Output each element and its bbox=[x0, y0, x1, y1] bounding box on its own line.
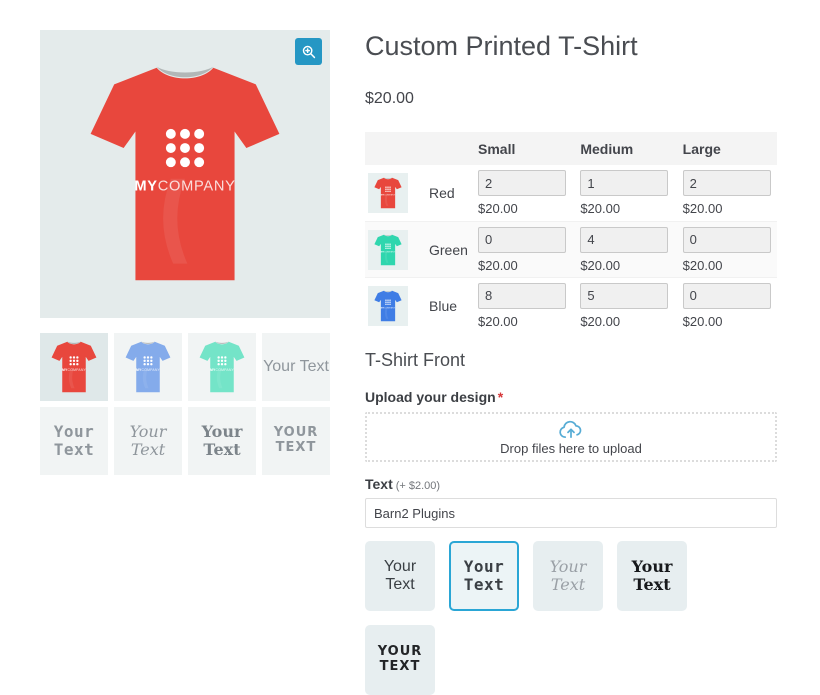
qty-input-green-large[interactable] bbox=[682, 226, 771, 253]
main-product-image[interactable] bbox=[40, 30, 330, 318]
column-header-large: Large bbox=[682, 140, 721, 157]
table-row-green: Green $20.00 $20.00 $20.00 bbox=[365, 221, 777, 278]
blue-shirt-icon bbox=[374, 290, 402, 322]
cell-green-medium: $20.00 bbox=[572, 226, 674, 273]
thumbnail-teal-shirt[interactable] bbox=[188, 333, 256, 401]
product-details: Custom Printed T-Shirt $20.00 Small Medi… bbox=[365, 30, 777, 695]
cell-price: $20.00 bbox=[580, 313, 621, 329]
cell-price: $20.00 bbox=[478, 313, 518, 329]
page-title: Custom Printed T-Shirt bbox=[365, 31, 638, 61]
cell-green-small: $20.00 bbox=[470, 226, 572, 273]
thumbnail-text-future[interactable]: Your Text bbox=[40, 407, 108, 475]
swatch-label: Your Text bbox=[463, 557, 505, 595]
cell-price: $20.00 bbox=[580, 201, 621, 217]
cell-price: $20.00 bbox=[478, 257, 518, 273]
upload-label-text: Upload your design bbox=[365, 389, 496, 406]
thumbnail-blue-shirt[interactable] bbox=[114, 333, 182, 401]
red-shirt-thumb-illustration bbox=[51, 341, 97, 393]
cell-price: $20.00 bbox=[478, 201, 518, 217]
blue-shirt-thumb-illustration bbox=[125, 341, 171, 393]
cell-price: $20.00 bbox=[682, 257, 723, 273]
thumbnail-text-sans[interactable]: Your Text bbox=[262, 333, 330, 401]
text-label-text: Text bbox=[365, 476, 393, 493]
font-swatch-bold[interactable]: Your Text bbox=[617, 541, 687, 612]
table-row-red: Red $20.00 $20.00 $20.00 bbox=[365, 165, 777, 221]
qty-input-blue-medium[interactable] bbox=[580, 282, 669, 309]
table-row-blue: Blue $20.00 $20.00 $20.00 bbox=[365, 277, 777, 333]
teal-shirt-thumb-illustration bbox=[199, 341, 245, 393]
qty-input-red-medium[interactable] bbox=[580, 170, 669, 197]
green-variation-thumb bbox=[368, 229, 408, 270]
row-label-green: Green bbox=[429, 241, 468, 258]
font-swatch-marker[interactable]: YOUR TEXT bbox=[365, 625, 435, 695]
section-title: T-Shirt Front bbox=[365, 350, 466, 371]
text-field-label: Text (+ $2.00) bbox=[365, 476, 777, 492]
red-shirt-icon bbox=[374, 177, 402, 209]
cell-red-large: $20.00 bbox=[675, 170, 777, 216]
cell-green-large: $20.00 bbox=[675, 226, 777, 273]
font-swatch-sans[interactable]: Your Text bbox=[365, 541, 435, 612]
blue-variation-thumb bbox=[368, 285, 408, 326]
thumbnail-text-label: Your Text bbox=[129, 421, 167, 459]
cell-price: $20.00 bbox=[682, 201, 723, 217]
thumbnail-text-label: Your Text bbox=[53, 421, 95, 459]
matrix-header-row: Small Medium Large bbox=[365, 132, 777, 166]
magnifier-plus-icon bbox=[302, 45, 315, 58]
font-swatch-script[interactable]: Your Text bbox=[533, 541, 603, 612]
gallery-thumbnails: Your Text Your Text Your Text Your Text … bbox=[40, 333, 330, 475]
thumbnail-text-bold[interactable]: Your Text bbox=[188, 407, 256, 475]
thumbnail-text-label: Your Text bbox=[263, 357, 329, 375]
cell-price: $20.00 bbox=[682, 313, 723, 329]
file-dropzone[interactable]: Drop files here to upload bbox=[365, 412, 777, 463]
required-asterisk: * bbox=[497, 389, 504, 406]
red-variation-thumb bbox=[368, 173, 408, 214]
qty-input-blue-small[interactable] bbox=[478, 282, 566, 309]
qty-input-red-large[interactable] bbox=[682, 170, 771, 197]
swatch-label: Your Text bbox=[549, 557, 587, 595]
cell-red-medium: $20.00 bbox=[572, 170, 674, 216]
thumbnail-red-shirt[interactable] bbox=[40, 333, 108, 401]
font-swatch-group: Your Text Your Text Your Text Your Text bbox=[365, 541, 777, 612]
cell-blue-small: $20.00 bbox=[470, 282, 572, 329]
swatch-label: Your Text bbox=[383, 558, 417, 594]
column-header-small: Small bbox=[478, 140, 516, 157]
cell-blue-large: $20.00 bbox=[675, 282, 777, 329]
qty-input-blue-large[interactable] bbox=[682, 282, 771, 309]
qty-input-green-medium[interactable] bbox=[580, 226, 669, 253]
qty-input-red-small[interactable] bbox=[478, 170, 566, 197]
column-header-medium: Medium bbox=[580, 140, 634, 157]
row-label-blue: Blue bbox=[429, 297, 458, 314]
row-label-red: Red bbox=[429, 185, 455, 202]
thumbnail-text-label: Your Text bbox=[201, 421, 243, 459]
custom-text-input[interactable] bbox=[365, 498, 777, 529]
cloud-upload-icon bbox=[559, 421, 582, 439]
dropzone-text: Drop files here to upload bbox=[500, 441, 642, 457]
text-surcharge: (+ $2.00) bbox=[395, 480, 441, 493]
green-shirt-icon bbox=[374, 234, 402, 266]
zoom-button[interactable] bbox=[295, 38, 322, 65]
thumbnail-text-label: YOUR TEXT bbox=[273, 425, 319, 455]
cell-price: $20.00 bbox=[580, 257, 621, 273]
upload-label: Upload your design * bbox=[365, 389, 777, 405]
product-price: $20.00 bbox=[365, 90, 414, 108]
order-matrix-table: Small Medium Large Red $20.00 $20.00 $20… bbox=[365, 132, 777, 333]
thumbnail-text-script[interactable]: Your Text bbox=[114, 407, 182, 475]
cell-red-small: $20.00 bbox=[470, 170, 572, 216]
swatch-label: Your Text bbox=[631, 557, 673, 595]
font-swatch-group-row2: YOUR TEXT bbox=[365, 625, 777, 695]
red-tshirt-illustration bbox=[90, 66, 280, 281]
product-gallery: Your Text Your Text Your Text Your Text … bbox=[40, 30, 330, 475]
qty-input-green-small[interactable] bbox=[478, 226, 566, 253]
font-swatch-future-selected[interactable]: Your Text bbox=[449, 541, 519, 612]
cell-blue-medium: $20.00 bbox=[572, 282, 674, 329]
thumbnail-text-marker[interactable]: YOUR TEXT bbox=[262, 407, 330, 475]
swatch-label: YOUR TEXT bbox=[377, 644, 423, 675]
